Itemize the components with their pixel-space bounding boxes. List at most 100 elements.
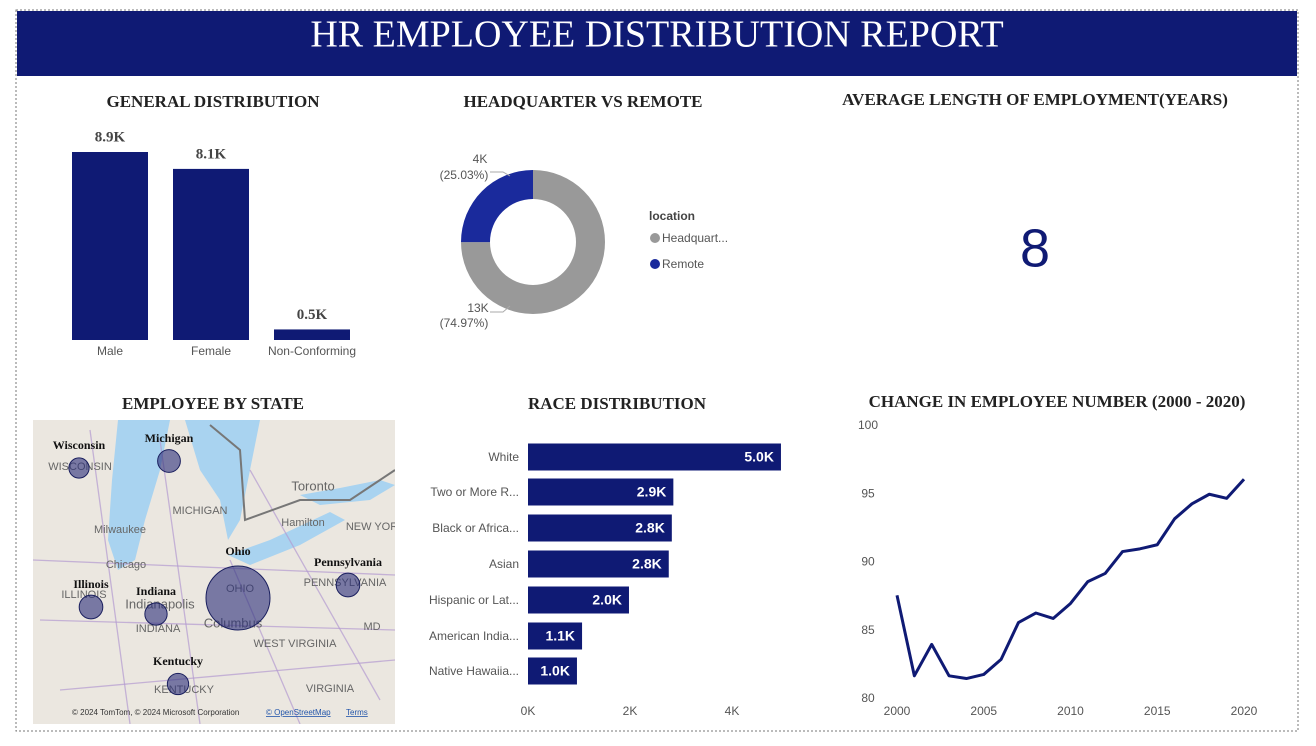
road (39, 619, 395, 631)
place-label: Hamilton (281, 517, 324, 529)
bubble-label: Pennsylvania (314, 555, 382, 569)
data-label: 8.9K (95, 129, 126, 145)
bubble-label: Ohio (225, 544, 250, 558)
road (59, 659, 395, 691)
lake-huron (185, 420, 260, 540)
place-label: NEW YOR (346, 521, 398, 533)
place-label: INDIANA (136, 623, 181, 635)
y-tick-label: 90 (861, 555, 875, 569)
bar (528, 622, 583, 650)
place-label: WEST VIRGINIA (254, 638, 338, 650)
chart-title: HEADQUARTER VS REMOTE (463, 92, 702, 111)
bubble-label: Kentucky (153, 654, 203, 668)
bar (72, 152, 148, 340)
legend-label: Headquart... (662, 231, 728, 245)
data-label: 2.8K (635, 520, 665, 536)
data-label: 0.5K (297, 307, 328, 323)
chart-title: RACE DISTRIBUTION (528, 394, 707, 413)
place-label: MICHIGAN (173, 505, 228, 517)
place-label: Milwaukee (94, 524, 146, 536)
road (249, 469, 381, 701)
data-label: 1.1K (545, 628, 575, 644)
y-tick-label: White (488, 450, 519, 464)
donut-slice (461, 170, 533, 243)
y-tick-label: Two or More R... (430, 485, 519, 499)
place-label: VIRGINIA (306, 683, 355, 695)
x-tick-label: 0K (521, 704, 536, 718)
count-label: 13K (467, 301, 488, 315)
bar (528, 586, 629, 614)
chart-title: EMPLOYEE BY STATE (122, 394, 304, 413)
bubble-label: Michigan (145, 431, 194, 445)
legend-dot (650, 233, 660, 243)
x-tick-label: 2000 (884, 704, 911, 718)
data-label: 1.0K (540, 663, 570, 679)
data-label: 2.9K (637, 484, 667, 500)
bubble (78, 594, 104, 620)
leader-line (490, 171, 511, 177)
y-tick-label: American India... (429, 629, 519, 643)
legend-dot (650, 259, 660, 269)
x-tick-label: 2K (623, 704, 638, 718)
bar (528, 514, 672, 542)
map-attribution: Terms (346, 708, 368, 717)
x-tick-label: 2020 (1231, 704, 1258, 718)
place-label: MD (363, 621, 380, 633)
legend-title: location (649, 209, 695, 223)
y-tick-label: Asian (489, 557, 519, 571)
border (209, 424, 395, 522)
x-tick-label: 4K (725, 704, 740, 718)
bar (528, 478, 674, 506)
legend-label: Remote (662, 257, 704, 271)
road (33, 559, 395, 576)
x-tick-label: 2005 (970, 704, 997, 718)
x-tick-label: Female (191, 344, 231, 358)
x-tick-label: Male (97, 344, 123, 358)
road (89, 429, 131, 724)
map-attribution: © 2024 TomTom, © 2024 Microsoft Corporat… (72, 708, 239, 717)
leader-line (490, 305, 511, 313)
place-label: Toronto (291, 478, 334, 493)
y-tick-label: 95 (861, 486, 875, 500)
line (895, 478, 1246, 681)
y-tick-label: 100 (858, 418, 878, 432)
header (17, 11, 1297, 76)
bar (528, 443, 781, 471)
bubble-label: Illinois (73, 577, 109, 591)
bubble (166, 672, 190, 696)
percent-label: (25.03%) (440, 168, 489, 182)
lake-michigan (108, 420, 170, 570)
kpi-value: 8 (1020, 218, 1050, 278)
x-tick-label: Non-Conforming (268, 344, 356, 358)
y-tick-label: Hispanic or Lat... (429, 593, 519, 607)
bar (173, 168, 249, 340)
report-title: HR EMPLOYEE DISTRIBUTION REPORT (310, 14, 1003, 56)
lake-erie (228, 512, 345, 565)
chart-title: AVERAGE LENGTH OF EMPLOYMENT(YEARS) (842, 90, 1228, 109)
bar (528, 550, 669, 578)
y-tick-label: 85 (861, 623, 875, 637)
percent-label: (74.97%) (440, 316, 489, 330)
bubble (68, 457, 90, 479)
count-label: 4K (473, 152, 488, 166)
data-label: 2.8K (632, 556, 662, 572)
data-label: 5.0K (744, 449, 774, 465)
donut-slice (461, 170, 606, 314)
bubble (144, 602, 168, 626)
y-tick-label: 80 (861, 691, 875, 705)
bubble-label: Indiana (136, 584, 176, 598)
map-attribution: © OpenStreetMap (266, 708, 331, 717)
bar (528, 657, 577, 685)
bubble (205, 565, 271, 631)
chart-title: CHANGE IN EMPLOYEE NUMBER (2000 - 2020) (869, 392, 1246, 411)
frame (15, 9, 1299, 732)
y-tick-label: Black or Africa... (432, 521, 519, 535)
x-tick-label: 2010 (1057, 704, 1084, 718)
bubble-label: Wisconsin (53, 438, 106, 452)
y-tick-label: Native Hawaiia... (429, 664, 519, 678)
chart-title: GENERAL DISTRIBUTION (106, 92, 320, 111)
bubble (335, 572, 361, 598)
road (159, 439, 201, 724)
x-tick-label: 2015 (1144, 704, 1171, 718)
